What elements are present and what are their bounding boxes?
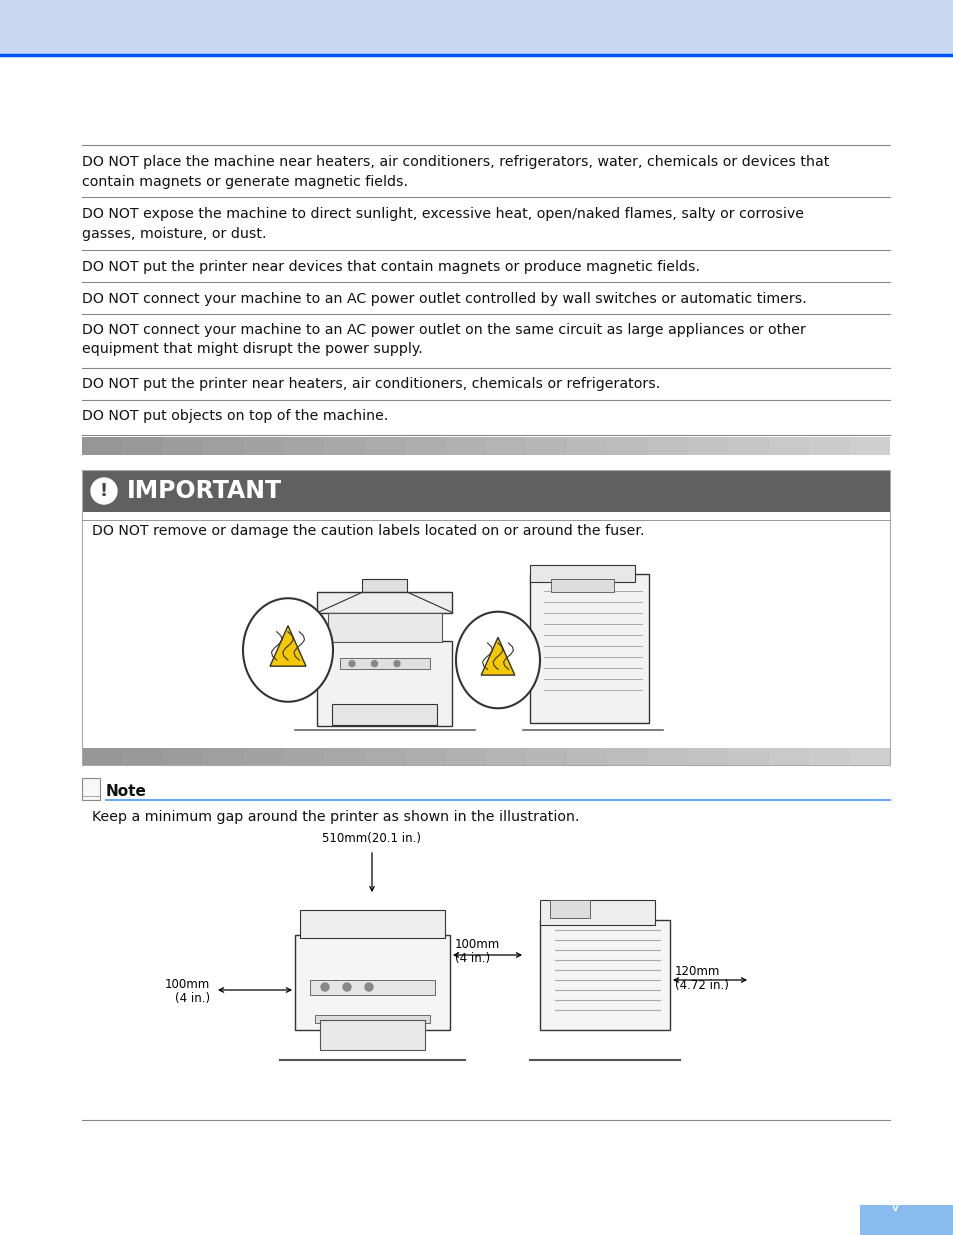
Bar xyxy=(768,437,808,454)
Text: v: v xyxy=(889,1199,899,1214)
Bar xyxy=(203,437,243,454)
Text: !: ! xyxy=(100,482,108,500)
Bar xyxy=(445,437,485,454)
Bar xyxy=(317,593,452,613)
Bar xyxy=(82,778,100,800)
Bar xyxy=(317,641,452,726)
Bar xyxy=(530,573,648,724)
Text: (4 in.): (4 in.) xyxy=(455,952,490,965)
Bar xyxy=(82,471,889,764)
Bar xyxy=(310,981,435,995)
Bar xyxy=(485,748,526,766)
Circle shape xyxy=(394,661,399,667)
Bar xyxy=(551,579,614,593)
Bar xyxy=(687,748,728,766)
Bar xyxy=(339,658,430,668)
Bar xyxy=(203,748,243,766)
Bar xyxy=(243,437,284,454)
Bar xyxy=(328,613,441,641)
Bar xyxy=(728,437,768,454)
Bar xyxy=(324,748,364,766)
Ellipse shape xyxy=(456,611,539,709)
Bar xyxy=(163,437,203,454)
Polygon shape xyxy=(480,637,515,676)
Bar xyxy=(859,1205,953,1235)
Bar xyxy=(728,748,768,766)
Bar xyxy=(768,748,808,766)
Bar xyxy=(526,437,566,454)
Bar xyxy=(606,437,647,454)
Bar xyxy=(566,748,606,766)
Bar xyxy=(333,704,437,725)
Bar xyxy=(550,900,589,918)
Text: DO NOT remove or damage the caution labels located on or around the fuser.: DO NOT remove or damage the caution labe… xyxy=(91,524,644,538)
Bar xyxy=(299,910,444,939)
Bar xyxy=(0,0,953,56)
Text: (4.72 in.): (4.72 in.) xyxy=(675,979,728,992)
Bar xyxy=(808,748,849,766)
Bar xyxy=(364,748,405,766)
Circle shape xyxy=(320,983,329,990)
Text: 100mm: 100mm xyxy=(165,978,210,990)
Circle shape xyxy=(91,478,117,504)
Text: DO NOT connect your machine to an AC power outlet on the same circuit as large a: DO NOT connect your machine to an AC pow… xyxy=(82,324,805,357)
Bar xyxy=(243,748,284,766)
Bar xyxy=(445,748,485,766)
Text: (4 in.): (4 in.) xyxy=(174,992,210,1005)
Text: DO NOT expose the machine to direct sunlight, excessive heat, open/naked flames,: DO NOT expose the machine to direct sunl… xyxy=(82,207,803,241)
Bar xyxy=(314,1015,430,1023)
Bar xyxy=(606,748,647,766)
Polygon shape xyxy=(270,626,306,666)
Bar xyxy=(284,437,324,454)
Bar xyxy=(687,437,728,454)
Bar xyxy=(647,437,687,454)
Circle shape xyxy=(349,661,355,667)
Bar xyxy=(82,437,122,454)
Bar xyxy=(82,471,889,513)
Text: Keep a minimum gap around the printer as shown in the illustration.: Keep a minimum gap around the printer as… xyxy=(91,810,578,824)
Text: DO NOT connect your machine to an AC power outlet controlled by wall switches or: DO NOT connect your machine to an AC pow… xyxy=(82,291,806,306)
Circle shape xyxy=(371,661,377,667)
Bar xyxy=(647,748,687,766)
Bar xyxy=(364,437,405,454)
Bar xyxy=(405,748,445,766)
Text: IMPORTANT: IMPORTANT xyxy=(127,479,282,503)
Bar xyxy=(405,437,445,454)
Bar xyxy=(362,579,407,593)
Bar xyxy=(284,748,324,766)
Bar xyxy=(539,900,655,925)
Text: DO NOT put objects on top of the machine.: DO NOT put objects on top of the machine… xyxy=(82,409,388,424)
Bar xyxy=(485,437,526,454)
Bar xyxy=(82,748,122,766)
Bar xyxy=(849,437,889,454)
Bar xyxy=(849,748,889,766)
Circle shape xyxy=(365,983,373,990)
Bar xyxy=(539,920,669,1030)
Ellipse shape xyxy=(243,598,333,701)
Bar xyxy=(526,748,566,766)
Text: DO NOT put the printer near devices that contain magnets or produce magnetic fie: DO NOT put the printer near devices that… xyxy=(82,261,700,274)
Bar xyxy=(122,748,163,766)
Bar xyxy=(122,437,163,454)
Bar xyxy=(324,437,364,454)
Circle shape xyxy=(343,983,351,990)
Bar xyxy=(319,1020,424,1050)
Bar xyxy=(530,564,635,582)
Text: 100mm: 100mm xyxy=(455,939,499,951)
Bar xyxy=(163,748,203,766)
Text: Note: Note xyxy=(106,784,147,799)
Bar xyxy=(808,437,849,454)
Text: 120mm: 120mm xyxy=(675,965,720,978)
Bar xyxy=(294,935,450,1030)
Text: DO NOT place the machine near heaters, air conditioners, refrigerators, water, c: DO NOT place the machine near heaters, a… xyxy=(82,156,828,189)
Text: DO NOT put the printer near heaters, air conditioners, chemicals or refrigerator: DO NOT put the printer near heaters, air… xyxy=(82,377,659,391)
Bar xyxy=(566,437,606,454)
Text: 510mm(20.1 in.): 510mm(20.1 in.) xyxy=(322,832,421,845)
